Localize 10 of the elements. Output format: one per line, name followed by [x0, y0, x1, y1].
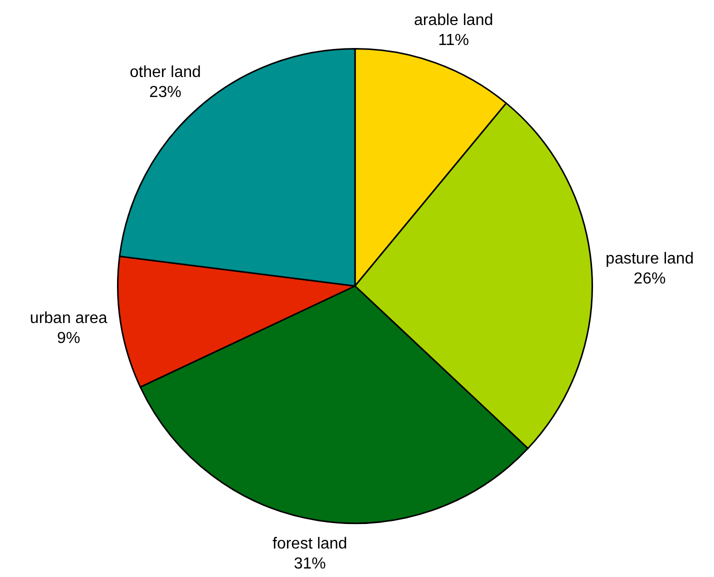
- slice-label: urban area: [30, 310, 108, 327]
- data-label: 9%: [57, 330, 80, 347]
- slice-label: arable land: [414, 12, 494, 30]
- slice-label: pasture land: [606, 250, 694, 268]
- slice-label: forest land: [272, 535, 348, 552]
- data-label: 31%: [294, 555, 326, 572]
- data-label: 26%: [634, 270, 666, 288]
- data-label: 11%: [438, 32, 469, 50]
- slice-label: other land: [130, 64, 201, 81]
- data-label: 23%: [149, 84, 182, 101]
